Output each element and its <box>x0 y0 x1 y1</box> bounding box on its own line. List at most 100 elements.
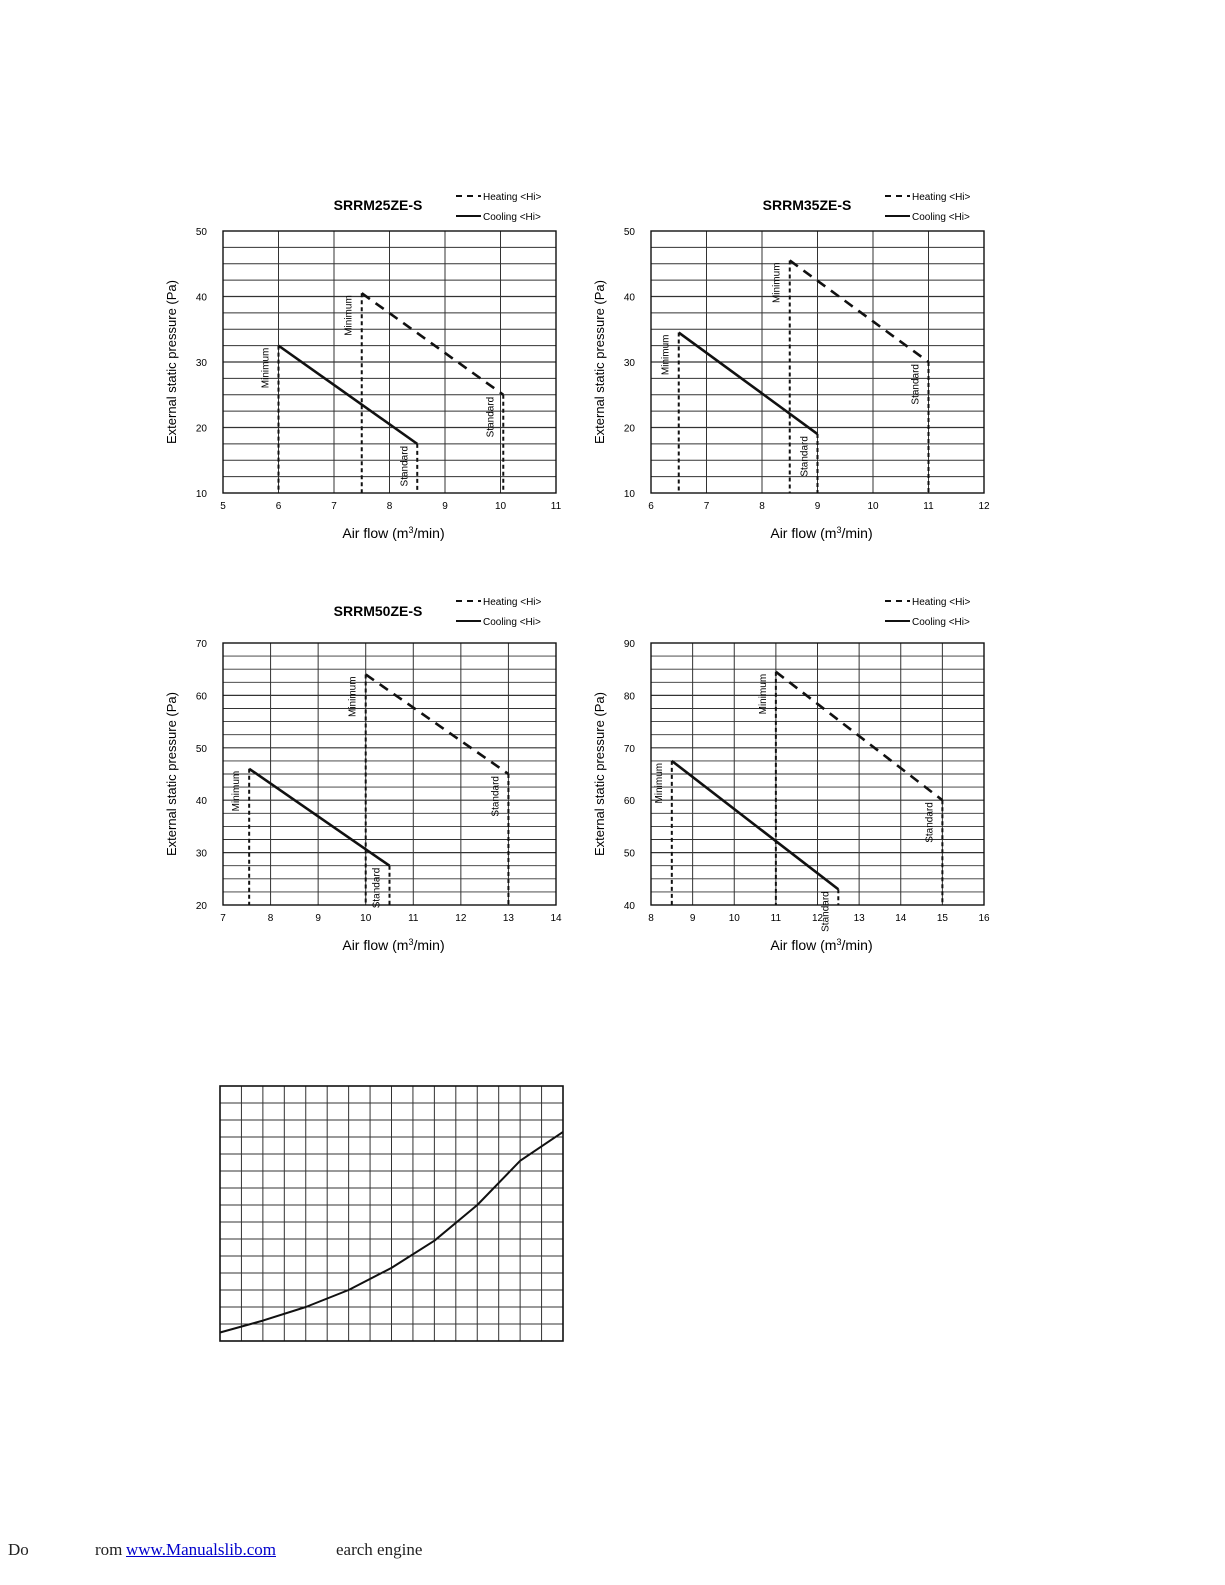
x-tick-label: 8 <box>387 501 393 512</box>
footer-prefix: Do <box>8 1540 29 1559</box>
x-tick-label: 10 <box>729 913 741 924</box>
y-tick-label: 40 <box>196 796 208 807</box>
y-tick-label: 10 <box>624 489 636 500</box>
plot-frame <box>222 642 557 906</box>
y-tick-label: 20 <box>624 424 636 435</box>
legend-label: Heating <Hi> <box>912 597 971 608</box>
annotation-minimum: Minimum <box>758 674 769 715</box>
annotation-minimum: Minimum <box>261 348 272 389</box>
legend-label: Cooling <Hi> <box>912 617 970 628</box>
x-axis-label: Air flow (m3/min) <box>770 937 872 953</box>
y-tick-label: 60 <box>196 691 208 702</box>
x-tick-label: 6 <box>648 501 654 512</box>
x-axis-label: Air flow (m3/min) <box>342 937 444 953</box>
series-cooling-line <box>248 767 391 867</box>
x-tick-label: 5 <box>220 501 226 512</box>
x-tick-label: 9 <box>315 913 321 924</box>
x-tick-label: 14 <box>895 913 907 924</box>
legend-label: Cooling <Hi> <box>483 212 541 223</box>
plot-frame <box>219 1085 564 1342</box>
x-tick-label: 12 <box>812 913 824 924</box>
x-tick-label: 7 <box>331 501 337 512</box>
y-tick-label: 50 <box>196 744 208 755</box>
y-axis-label: External static pressure (Pa) <box>592 692 607 856</box>
annotation-standard: Standard <box>372 868 383 909</box>
plot-frame <box>650 642 985 906</box>
annotation-standard: Standard <box>800 436 811 477</box>
series-heating-line <box>364 673 510 776</box>
y-tick-label: 40 <box>624 901 636 912</box>
legend-label: Heating <Hi> <box>483 192 542 203</box>
series-heating-line <box>360 292 505 396</box>
annotation-standard: Standard <box>490 776 501 817</box>
x-tick-label: 11 <box>923 501 934 512</box>
legend-label: Heating <Hi> <box>912 192 971 203</box>
y-tick-label: 50 <box>624 849 636 860</box>
chart-title: SRRM50ZE-S <box>334 603 423 619</box>
annotation-standard: Standard <box>485 397 496 438</box>
y-tick-label: 30 <box>196 358 208 369</box>
x-tick-label: 11 <box>408 913 419 924</box>
footer-text-from: rom <box>95 1540 123 1559</box>
annotation-standard: Standard <box>820 891 831 932</box>
chart-title: SRRM25ZE-S <box>334 197 423 213</box>
annotation-standard: Standard <box>924 802 935 843</box>
x-tick-label: 8 <box>268 913 274 924</box>
y-tick-label: 20 <box>196 901 208 912</box>
chart-1: 5 6 7 8 9 10 11 10 20 30 40 50 Air flow (m3/min) Exte… <box>164 192 562 541</box>
y-tick-label: 90 <box>624 639 636 650</box>
series-cooling-line <box>671 759 840 891</box>
x-tick-label: 10 <box>360 913 372 924</box>
y-tick-label: 80 <box>624 691 636 702</box>
x-tick-label: 9 <box>442 501 448 512</box>
y-axis-label: External static pressure (Pa) <box>592 280 607 444</box>
y-tick-label: 40 <box>624 293 636 304</box>
curve-line <box>219 1131 564 1334</box>
legend-label: Cooling <Hi> <box>483 617 541 628</box>
chart-3: 7 8 9 10 11 12 13 14 20 30 40 50 60 70 Air flow (m3/mi… <box>164 597 562 953</box>
manualslib-link[interactable]: www.Manualslib.com <box>126 1540 276 1559</box>
x-axis-label: Air flow (m3/min) <box>342 525 444 541</box>
y-tick-label: 20 <box>196 424 208 435</box>
y-axis-label: External static pressure (Pa) <box>164 280 179 444</box>
chart-title: SRRM35ZE-S <box>763 197 852 213</box>
x-tick-label: 12 <box>978 501 990 512</box>
series-cooling-line <box>677 331 819 436</box>
chart-4: 8 9 10 11 12 13 14 15 16 40 50 60 70 80 90 Air flow (m3… <box>592 597 990 953</box>
x-tick-label: 10 <box>867 501 879 512</box>
x-tick-label: 8 <box>648 913 654 924</box>
annotation-minimum: Minimum <box>231 771 242 812</box>
y-axis-label: External static pressure (Pa) <box>164 692 179 856</box>
x-tick-label: 9 <box>690 913 696 924</box>
x-tick-label: 13 <box>503 913 515 924</box>
legend-label: Heating <Hi> <box>483 597 542 608</box>
x-tick-label: 15 <box>937 913 949 924</box>
x-tick-label: 8 <box>759 501 765 512</box>
annotation-minimum: Minimum <box>348 676 359 717</box>
y-tick-label: 50 <box>196 227 208 238</box>
legend: Heating <Hi> Cooling <Hi> <box>456 192 542 223</box>
chart-5 <box>219 1085 564 1342</box>
x-tick-label: 7 <box>704 501 710 512</box>
annotation-standard: Standard <box>911 364 922 405</box>
annotation-minimum: Minimum <box>772 262 783 303</box>
series-heating-line <box>788 259 930 364</box>
legend: Heating <Hi> Cooling <Hi> <box>456 597 542 628</box>
x-axis-label: Air flow (m3/min) <box>770 525 872 541</box>
x-tick-label: 14 <box>550 913 562 924</box>
x-tick-label: 6 <box>276 501 282 512</box>
y-tick-label: 10 <box>196 489 208 500</box>
y-tick-label: 70 <box>624 744 636 755</box>
y-tick-label: 30 <box>196 849 208 860</box>
x-tick-label: 7 <box>220 913 226 924</box>
plot-frame <box>222 230 557 494</box>
x-tick-label: 16 <box>978 913 990 924</box>
chart-2: 6 7 8 9 10 11 12 10 20 30 40 50 Air flow (m3/min) Ext… <box>592 192 990 541</box>
x-tick-label: 13 <box>854 913 866 924</box>
annotation-minimum: Minimum <box>344 295 355 336</box>
annotation-minimum: Minimum <box>661 335 672 376</box>
x-tick-label: 9 <box>815 501 821 512</box>
y-tick-label: 70 <box>196 639 208 650</box>
footer-suffix: earch engine <box>336 1540 423 1559</box>
